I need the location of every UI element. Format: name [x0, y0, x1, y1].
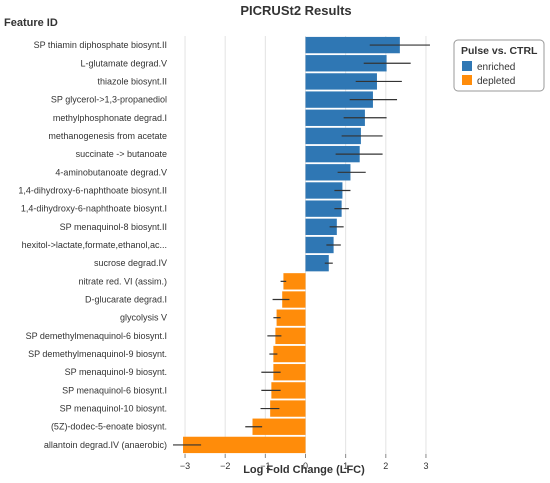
category-label: SP demethylmenaquinol-6 biosynt.I: [26, 331, 167, 341]
category-label: SP demethylmenaquinol-9 biosynt.: [28, 349, 167, 359]
bar: [273, 364, 306, 381]
category-label: SP menaquinol-8 biosynt.II: [60, 222, 167, 232]
category-label: succinate -> butanoate: [76, 149, 167, 159]
chart-title: PICRUSt2 Results: [240, 3, 351, 18]
legend-box: [453, 39, 545, 92]
category-label: SP menaquinol-6 biosynt.I: [62, 385, 167, 395]
category-label: thiazole biosynt.II: [97, 76, 167, 86]
bar: [305, 91, 373, 108]
legend-swatch: [462, 75, 472, 85]
category-label: methylphosphonate degrad.I: [53, 113, 167, 123]
category-label: D-glucarate degrad.I: [85, 295, 167, 305]
x-axis-title: Log Fold Change (LFC): [243, 464, 365, 476]
bar: [305, 109, 365, 126]
bar: [305, 55, 387, 72]
category-label: hexitol->lactate,formate,ethanol,ac...: [22, 240, 167, 250]
category-label: SP thiamin diphosphate biosynt.II: [34, 40, 167, 50]
error-bars: [173, 44, 430, 446]
bar: [282, 291, 306, 308]
x-tick-label: 1: [343, 461, 348, 471]
x-tick-label: −2: [220, 461, 230, 471]
bars: [183, 36, 400, 454]
bar: [305, 73, 377, 90]
category-label: L-glutamate degrad.V: [80, 58, 167, 68]
category-label: 1,4-dihydroxy-6-naphthoate biosynt.I: [21, 204, 167, 214]
bar: [305, 236, 334, 254]
bar: [305, 218, 337, 236]
bar: [275, 327, 306, 345]
category-label: methanogenesis from acetate: [48, 131, 167, 141]
category-labels: SP thiamin diphosphate biosynt.II L-gluta…: [18, 40, 167, 450]
bar: [183, 436, 306, 454]
legend: Pulse vs. CTRL enriched depleted: [453, 39, 545, 92]
bar: [271, 382, 306, 399]
category-label: 4-aminobutanoate degrad.V: [55, 167, 167, 177]
category-label: SP menaquinol-10 biosynt.: [60, 404, 167, 414]
bar: [273, 345, 306, 363]
bar: [305, 36, 400, 54]
bar: [305, 127, 361, 145]
legend-label: depleted: [477, 76, 515, 87]
bar: [305, 182, 343, 199]
x-tick-label: 3: [423, 461, 428, 471]
x-tick-labels: −3 −2 −1 0 1 2 3: [180, 454, 428, 471]
category-label: SP glycerol->1,3-propanediol: [51, 95, 167, 105]
bar: [305, 254, 329, 272]
legend-label: enriched: [477, 62, 515, 73]
x-tick-label: −3: [180, 461, 190, 471]
category-label: 1,4-dihydroxy-6-naphthoate biosynt.II: [18, 185, 167, 195]
y-axis-title: Feature ID: [4, 17, 58, 29]
bar: [276, 309, 306, 326]
bar: [252, 418, 306, 435]
legend-title: Pulse vs. CTRL: [461, 45, 538, 57]
x-tick-label: 0: [303, 461, 308, 471]
x-tick-label: −1: [260, 461, 270, 471]
category-label: allantoin degrad.IV (anaerobic): [44, 440, 167, 450]
bar: [305, 164, 351, 181]
legend-swatch: [462, 61, 472, 71]
bar: [270, 400, 306, 417]
category-label: nitrate red. VI (assim.): [78, 276, 167, 286]
category-label: sucrose degrad.IV: [94, 258, 167, 268]
category-label: (5Z)-dodec-5-enoate biosynt.: [51, 422, 167, 432]
category-label: glycolysis V: [120, 313, 167, 323]
bar: [305, 200, 342, 217]
bar: [283, 273, 306, 290]
category-label: SP menaquinol-9 biosynt.: [65, 367, 167, 377]
x-tick-label: 2: [383, 461, 388, 471]
bar: [305, 145, 360, 163]
